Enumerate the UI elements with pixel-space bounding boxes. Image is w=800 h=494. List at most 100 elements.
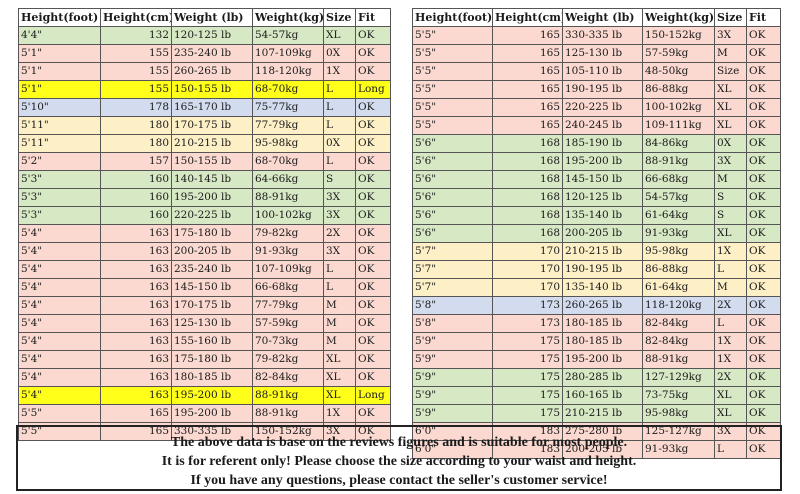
cell-height-foot: 5'4" — [18, 350, 101, 369]
cell-size: XL — [323, 26, 356, 45]
table-row: 5'1" 155 150-155 lb 68-70kg L Long — [18, 80, 391, 99]
cell-size: 0X — [323, 44, 356, 63]
cell-height-foot: 5'5" — [412, 116, 493, 135]
cell-weight-kg: 61-64kg — [642, 206, 715, 225]
cell-weight-kg: 127-129kg — [642, 368, 715, 387]
cell-size: XL — [714, 224, 747, 243]
table-row: 5'4" 163 175-180 lb 79-82kg 2X OK — [18, 224, 391, 243]
cell-weight-lb: 145-150 lb — [562, 170, 643, 189]
cell-height-cm: 165 — [492, 26, 563, 45]
cell-fit: OK — [355, 404, 391, 423]
header-height-cm: Height(cm) — [492, 8, 563, 27]
table-row: 5'4" 163 155-160 lb 70-73kg M OK — [18, 332, 391, 351]
cell-weight-lb: 180-185 lb — [562, 314, 643, 333]
cell-weight-kg: 100-102kg — [252, 206, 324, 225]
cell-fit: OK — [355, 206, 391, 225]
cell-weight-lb: 200-205 lb — [562, 224, 643, 243]
table-row: 4'4" 132 120-125 lb 54-57kg XL OK — [18, 26, 391, 45]
cell-weight-kg: 61-64kg — [642, 278, 715, 297]
cell-height-foot: 6'0" — [412, 440, 493, 459]
cell-size: XL — [714, 80, 747, 99]
cell-weight-kg: 57-59kg — [252, 314, 324, 333]
header-weight-lb: Weight (lb) — [171, 8, 253, 27]
cell-height-cm: 170 — [492, 278, 563, 297]
cell-fit: OK — [355, 314, 391, 333]
table-row: 5'2" 157 150-155 lb 68-70kg L OK — [18, 152, 391, 171]
cell-height-cm: 160 — [100, 188, 172, 207]
cell-height-cm: 160 — [100, 170, 172, 189]
cell-weight-lb: 210-215 lb — [171, 134, 253, 153]
cell-weight-kg: 100-102kg — [642, 98, 715, 117]
cell-height-cm: 183 — [492, 440, 563, 459]
table-row: 5'9" 175 210-215 lb 95-98kg XL OK — [412, 404, 781, 423]
cell-height-cm: 163 — [100, 332, 172, 351]
cell-height-cm: 165 — [492, 80, 563, 99]
table-header-row: Height(foot) Height(cm) Weight (lb) Weig… — [412, 8, 781, 27]
cell-fit: OK — [746, 170, 781, 189]
cell-height-foot: 5'9" — [412, 350, 493, 369]
cell-fit: Long — [355, 80, 391, 99]
cell-weight-lb: 175-180 lb — [171, 224, 253, 243]
cell-size: XL — [323, 368, 356, 387]
cell-height-cm: 163 — [100, 242, 172, 261]
cell-weight-lb: 185-190 lb — [562, 134, 643, 153]
header-weight-lb: Weight (lb) — [562, 8, 643, 27]
cell-fit: OK — [355, 368, 391, 387]
cell-size: L — [323, 278, 356, 297]
cell-weight-lb: 195-200 lb — [562, 350, 643, 369]
cell-size: L — [714, 440, 747, 459]
header-weight-kg: Weight(kg) — [252, 8, 324, 27]
table-row: 5'3" 160 140-145 lb 64-66kg S OK — [18, 170, 391, 189]
cell-weight-lb: 210-215 lb — [562, 404, 643, 423]
cell-weight-lb: 260-265 lb — [171, 62, 253, 81]
cell-size: 3X — [714, 152, 747, 171]
cell-size: XL — [714, 98, 747, 117]
table-row: 5'6" 168 195-200 lb 88-91kg 3X OK — [412, 152, 781, 171]
cell-height-foot: 5'5" — [412, 98, 493, 117]
cell-size: L — [323, 152, 356, 171]
cell-height-cm: 163 — [100, 224, 172, 243]
cell-weight-lb: 190-195 lb — [562, 80, 643, 99]
cell-size: 1X — [323, 62, 356, 81]
cell-height-foot: 5'4" — [18, 278, 101, 297]
cell-height-cm: 165 — [492, 62, 563, 81]
size-table-left: Height(foot) Height(cm) Weight (lb) Weig… — [18, 8, 391, 441]
cell-height-foot: 5'7" — [412, 260, 493, 279]
cell-height-foot: 5'8" — [412, 296, 493, 315]
cell-height-cm: 165 — [492, 98, 563, 117]
cell-weight-kg: 107-109kg — [252, 44, 324, 63]
cell-weight-kg: 68-70kg — [252, 152, 324, 171]
cell-height-foot: 5'11" — [18, 134, 101, 153]
cell-size: M — [323, 314, 356, 333]
cell-height-foot: 5'9" — [412, 386, 493, 405]
cell-height-cm: 175 — [492, 404, 563, 423]
cell-weight-lb: 180-185 lb — [171, 368, 253, 387]
table-row: 5'6" 168 145-150 lb 66-68kg M OK — [412, 170, 781, 189]
cell-weight-lb: 105-110 lb — [562, 62, 643, 81]
table-row: 5'9" 175 195-200 lb 88-91kg 1X OK — [412, 350, 781, 369]
cell-weight-lb: 170-175 lb — [171, 116, 253, 135]
cell-weight-kg: 109-111kg — [642, 116, 715, 135]
cell-height-foot: 4'4" — [18, 26, 101, 45]
cell-weight-kg: 82-84kg — [642, 314, 715, 333]
cell-weight-kg: 84-86kg — [642, 134, 715, 153]
cell-weight-kg: 82-84kg — [642, 332, 715, 351]
header-height-foot: Height(foot) — [412, 8, 493, 27]
table-row: 5'5" 165 220-225 lb 100-102kg XL OK — [412, 98, 781, 117]
table-row: 5'1" 155 235-240 lb 107-109kg 0X OK — [18, 44, 391, 63]
cell-size: Size — [714, 62, 747, 81]
cell-height-foot: 5'11" — [18, 116, 101, 135]
table-row: 5'5" 165 190-195 lb 86-88kg XL OK — [412, 80, 781, 99]
cell-height-foot: 5'6" — [412, 224, 493, 243]
cell-fit: OK — [746, 116, 781, 135]
cell-weight-lb: 120-125 lb — [171, 26, 253, 45]
cell-weight-kg: 79-82kg — [252, 224, 324, 243]
table-row: 5'6" 168 185-190 lb 84-86kg 0X OK — [412, 134, 781, 153]
cell-fit: OK — [746, 152, 781, 171]
cell-height-cm: 168 — [492, 188, 563, 207]
cell-height-cm: 165 — [100, 404, 172, 423]
cell-weight-kg: 48-50kg — [642, 62, 715, 81]
cell-weight-lb: 145-150 lb — [171, 278, 253, 297]
cell-weight-lb: 125-130 lb — [562, 44, 643, 63]
cell-size: XL — [323, 386, 356, 405]
